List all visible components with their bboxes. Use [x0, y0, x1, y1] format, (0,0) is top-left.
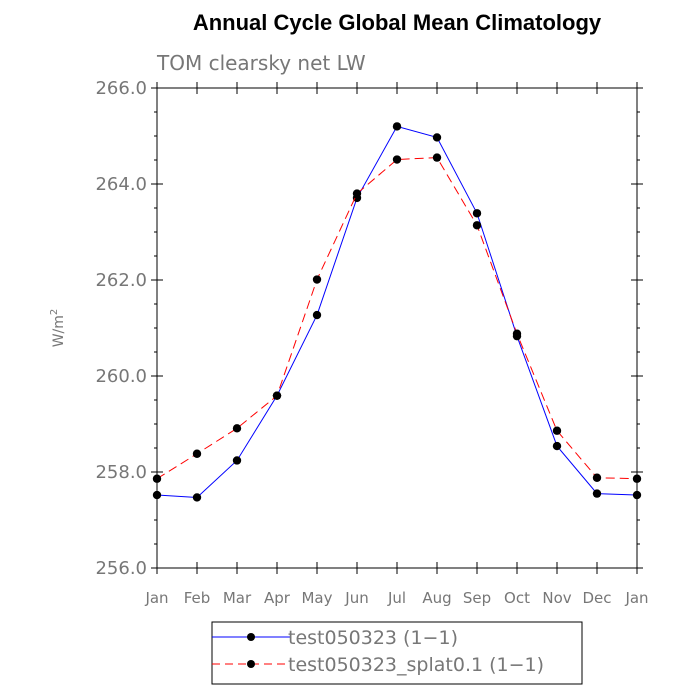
legend-label-test050323: test050323 (1−1) — [288, 627, 458, 649]
y-tick-label: 266.0 — [95, 78, 147, 99]
x-tick-label: Oct — [504, 589, 530, 607]
series-1-point — [312, 275, 322, 284]
series-0-point — [472, 209, 482, 218]
legend-entry-test050323-splat: test050323_splat0.1 (1−1) — [212, 654, 544, 676]
y-axis-label-base: W/m — [51, 315, 67, 347]
series-0-point — [152, 490, 162, 500]
y-tick-labels: 256.0 258.0 260.0 262.0 264.0 266.0 — [95, 78, 147, 579]
series-1-point — [272, 391, 282, 400]
series-0 — [152, 122, 642, 502]
x-tick-label: Nov — [542, 589, 571, 607]
x-tick-label: Jun — [344, 589, 368, 607]
series-0-point — [192, 493, 202, 502]
series-0-point — [312, 310, 322, 320]
series-0-point — [632, 490, 642, 500]
legend-marker-test050323-splat — [247, 660, 255, 668]
x-tick-label: May — [301, 589, 332, 607]
series-0-point — [592, 489, 602, 498]
chart-title: Annual Cycle Global Mean Climatology — [193, 10, 602, 35]
series-1-point — [552, 426, 562, 435]
series-1-point — [432, 153, 442, 162]
series-1-point — [592, 473, 602, 482]
series-1-point — [192, 449, 202, 458]
y-tick-label: 262.0 — [95, 270, 147, 291]
legend-box — [211, 621, 583, 685]
x-tick-label: Apr — [264, 589, 291, 607]
series-1-point — [152, 474, 162, 483]
legend: test050323 (1−1) test050323_splat0.1 (1−… — [211, 621, 583, 685]
series-0-point — [432, 133, 442, 142]
y-axis-label: W/m2 — [49, 309, 67, 348]
x-tick-label: Mar — [223, 589, 252, 607]
series-line-0 — [156, 125, 638, 498]
x-tick-label: Jan — [144, 589, 168, 607]
legend-entry-test050323: test050323 (1−1) — [212, 627, 458, 649]
x-tick-label: Jul — [387, 589, 406, 607]
series-0-point — [392, 122, 402, 131]
y-axis-label-superscript: 2 — [49, 309, 60, 315]
x-tick-label: Feb — [184, 589, 211, 607]
series-1-point — [392, 155, 402, 164]
x-tick-label: Sep — [463, 589, 491, 607]
axis-ticks — [151, 82, 643, 574]
series-1 — [152, 153, 642, 483]
x-tick-label: Aug — [422, 589, 451, 607]
series-line-1 — [156, 157, 638, 480]
series-1-point — [632, 474, 642, 483]
series-1-point — [472, 221, 482, 230]
series-1-point — [232, 424, 242, 433]
series-0-point — [552, 441, 562, 451]
x-tick-label: Dec — [582, 589, 611, 607]
series-0-point — [232, 456, 242, 465]
series-1-point — [352, 189, 362, 198]
y-tick-label: 264.0 — [95, 174, 147, 195]
y-tick-label: 260.0 — [95, 366, 147, 387]
x-tick-label: Jan — [624, 589, 648, 607]
chart-subtitle: TOM clearsky net LW — [156, 51, 366, 75]
legend-label-test050323-splat: test050323_splat0.1 (1−1) — [288, 654, 544, 676]
series-1-point — [512, 329, 522, 338]
x-tick-labels: Jan Feb Mar Apr May Jun Jul Aug Sep Oct Nov Dec Jan — [144, 589, 648, 607]
legend-marker-test050323 — [247, 633, 255, 641]
y-tick-label: 256.0 — [95, 558, 147, 579]
y-tick-label: 258.0 — [95, 462, 147, 483]
series-layer — [152, 122, 642, 502]
